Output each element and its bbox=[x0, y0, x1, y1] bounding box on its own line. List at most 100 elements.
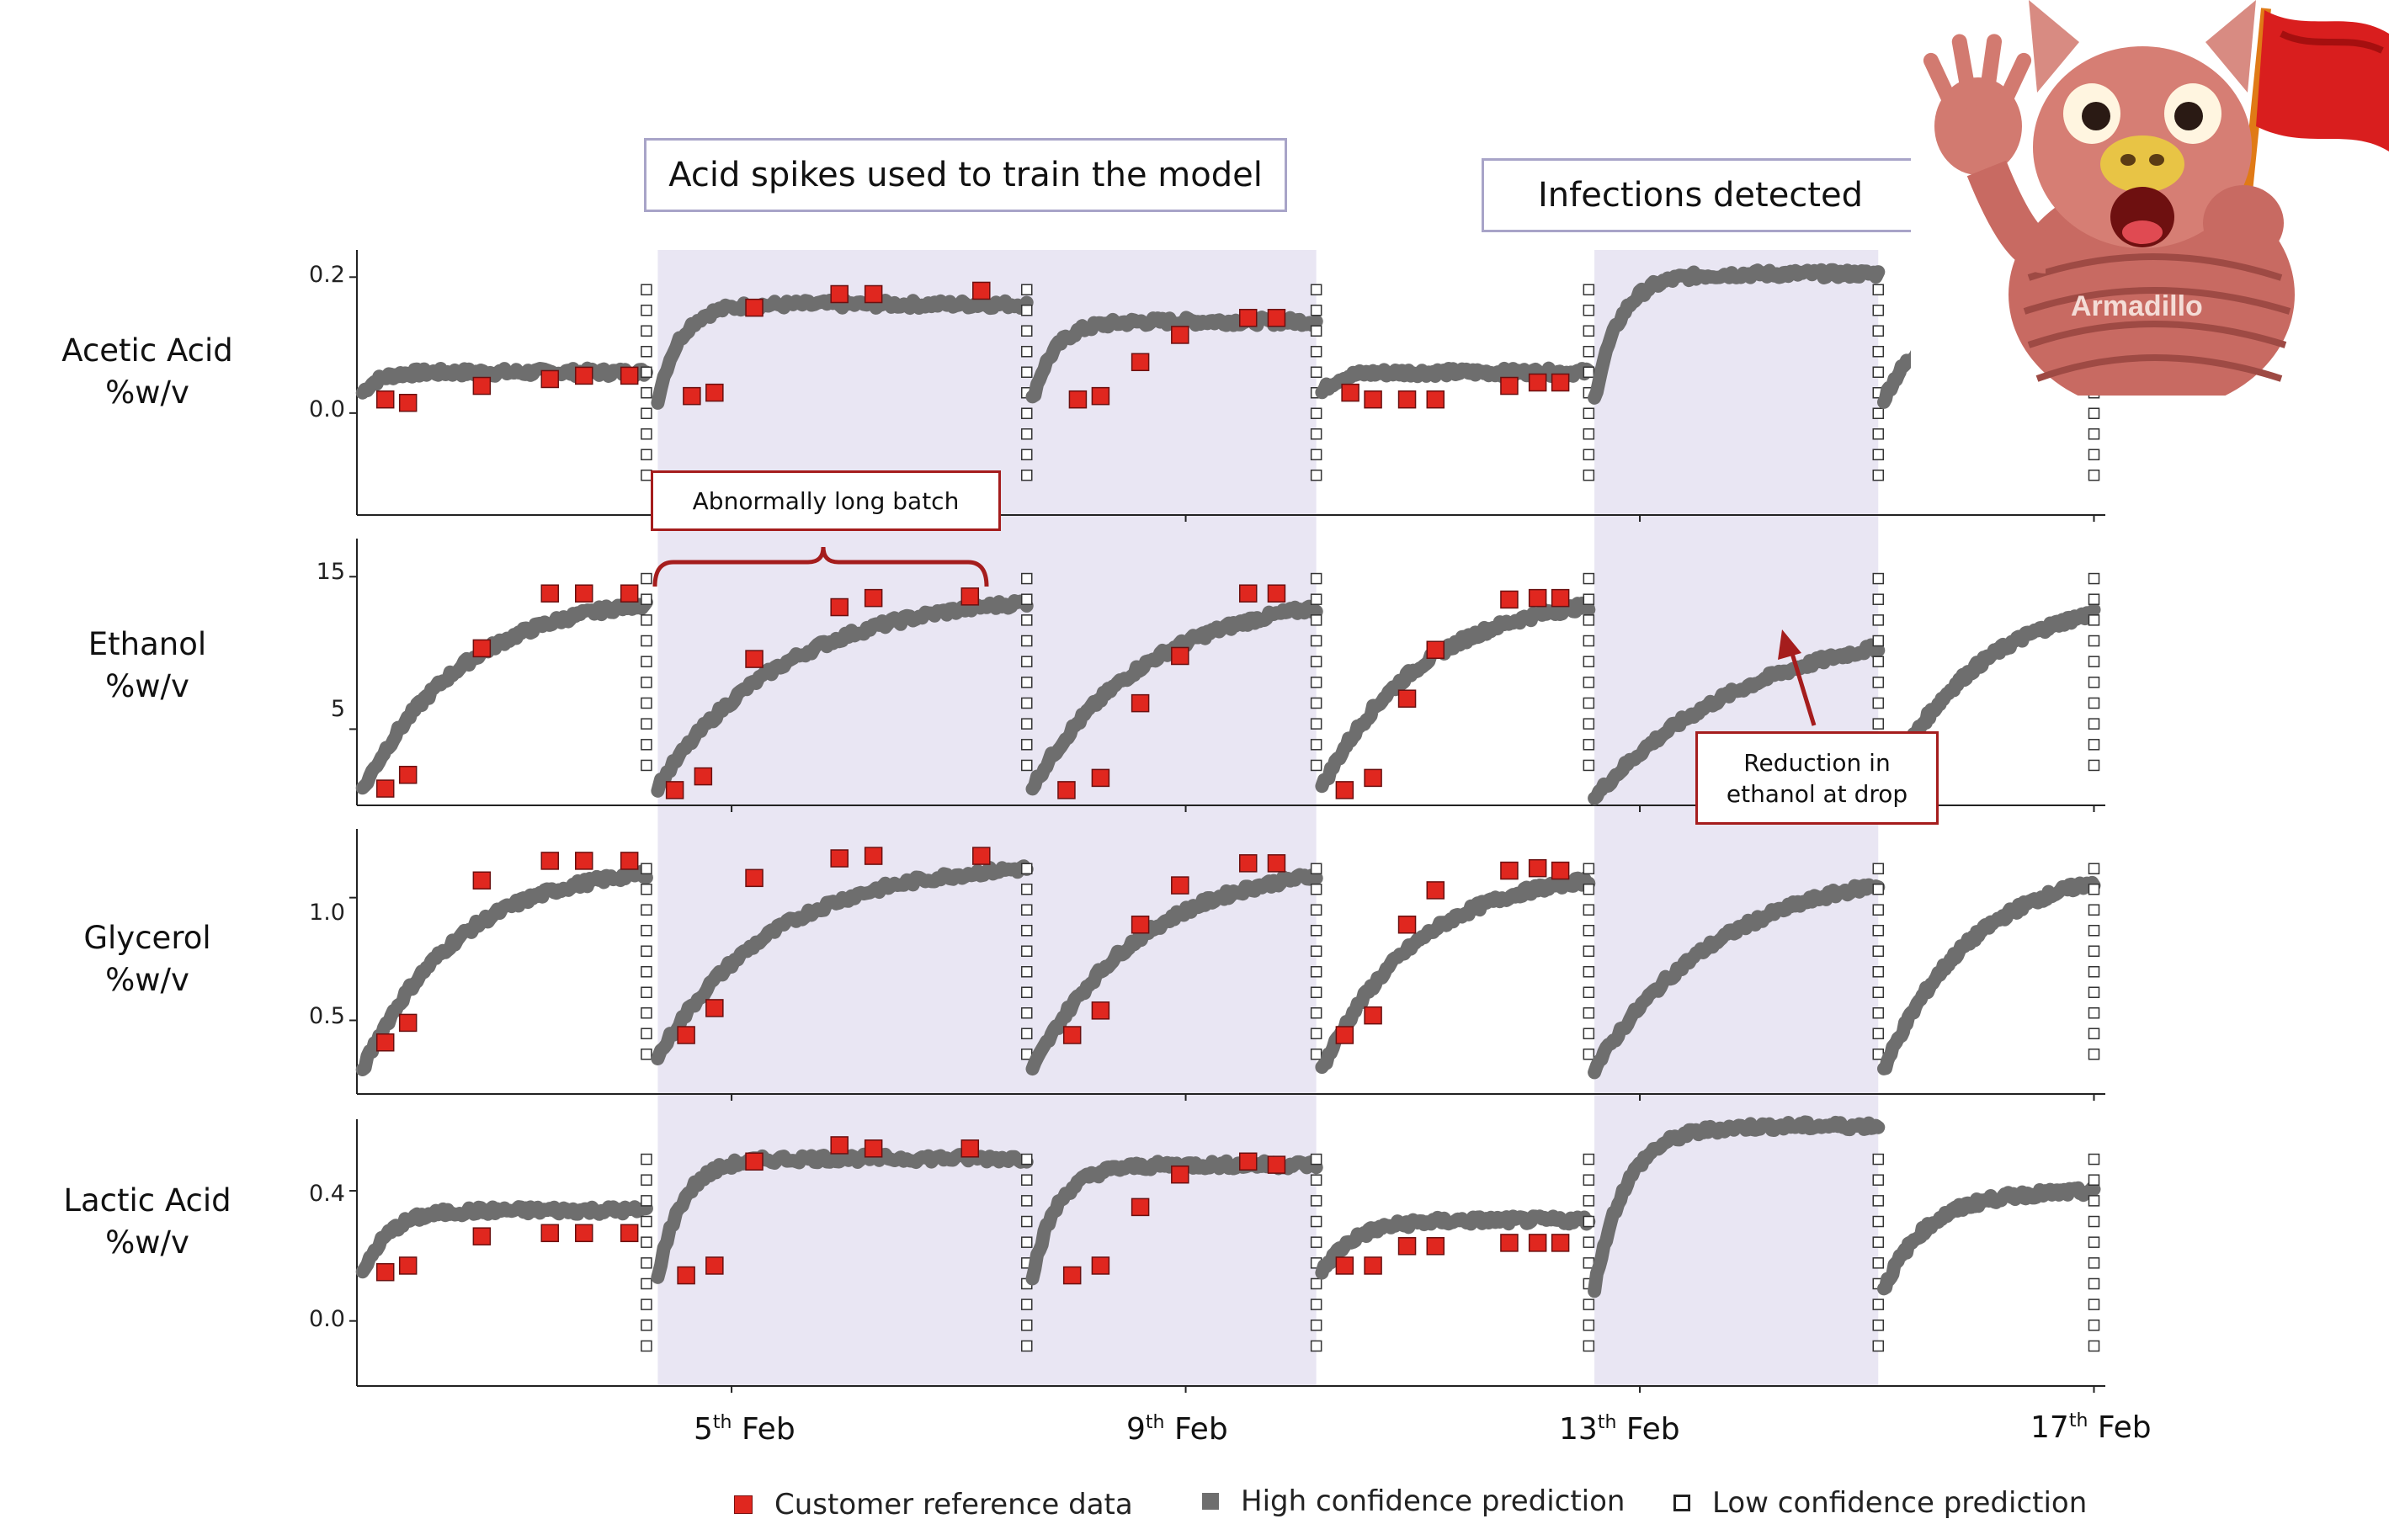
low-confidence-point bbox=[2088, 1174, 2100, 1186]
prediction-trace bbox=[1877, 875, 2101, 1075]
reference-point bbox=[1397, 916, 1417, 934]
low-confidence-point bbox=[1020, 614, 1033, 626]
low-confidence-point bbox=[2088, 1298, 2100, 1310]
reference-point bbox=[1267, 854, 1286, 873]
reference-point bbox=[1364, 768, 1382, 788]
reference-point bbox=[1131, 916, 1150, 934]
row-label-glycerol: Glycerol %w/v bbox=[21, 917, 274, 1001]
low-confidence-point bbox=[1583, 759, 1595, 772]
low-confidence-point bbox=[1872, 428, 1885, 440]
low-confidence-point bbox=[1583, 656, 1595, 667]
low-confidence-point bbox=[641, 449, 652, 460]
low-confidence-point bbox=[1583, 1007, 1595, 1019]
x-tick-label: 13th Feb bbox=[1559, 1412, 1680, 1447]
low-confidence-point bbox=[2088, 718, 2100, 730]
low-confidence-point bbox=[1310, 966, 1322, 978]
low-confidence-point bbox=[1310, 366, 1322, 378]
row-label-line-2: %w/v bbox=[105, 1224, 189, 1261]
reference-point bbox=[472, 1227, 492, 1245]
prediction-trace bbox=[355, 864, 653, 1076]
reference-point bbox=[1171, 1165, 1189, 1184]
reference-point bbox=[665, 781, 684, 799]
reference-point bbox=[1397, 390, 1417, 409]
low-confidence-point bbox=[2088, 739, 2100, 751]
reference-point bbox=[830, 849, 849, 868]
reduction-arrow-shaft bbox=[1788, 647, 1817, 726]
reference-point bbox=[1364, 390, 1382, 409]
low-confidence-point bbox=[2088, 904, 2100, 916]
reference-point bbox=[398, 1256, 418, 1275]
low-confidence-point bbox=[641, 428, 652, 440]
low-confidence-point bbox=[1583, 1215, 1595, 1228]
low-confidence-point bbox=[1583, 449, 1595, 460]
low-confidence-point bbox=[2088, 449, 2100, 460]
reference-point bbox=[472, 376, 492, 396]
x-tick-label: 9th Feb bbox=[1126, 1412, 1228, 1447]
low-confidence-point bbox=[1872, 1257, 1885, 1269]
low-confidence-point bbox=[641, 1028, 652, 1039]
low-confidence-point bbox=[1020, 1215, 1033, 1228]
armadillo-mascot-icon: Armadillo bbox=[1911, 0, 2389, 396]
reference-point bbox=[694, 767, 713, 786]
low-confidence-point bbox=[641, 1195, 652, 1207]
low-confidence-point bbox=[2088, 966, 2100, 978]
low-confidence-point bbox=[1583, 305, 1595, 316]
low-confidence-point bbox=[1583, 572, 1595, 585]
low-confidence-point bbox=[1583, 986, 1595, 998]
svg-text:Armadillo: Armadillo bbox=[2071, 290, 2203, 322]
low-confidence-point bbox=[1020, 966, 1033, 978]
low-confidence-point bbox=[2088, 1007, 2100, 1019]
low-confidence-point bbox=[1583, 1195, 1595, 1207]
reference-point bbox=[1062, 1266, 1082, 1285]
x-tick-number: 13 bbox=[1559, 1412, 1598, 1447]
prediction-trace bbox=[651, 594, 1034, 798]
low-confidence-point bbox=[1020, 305, 1033, 316]
low-confidence-point bbox=[641, 593, 652, 605]
shaded-region bbox=[657, 250, 1317, 1386]
x-tick-month: Feb bbox=[1173, 1412, 1228, 1447]
low-confidence-point bbox=[1020, 1195, 1033, 1207]
low-confidence-point bbox=[1872, 284, 1885, 295]
low-confidence-point bbox=[1872, 366, 1885, 378]
low-confidence-point bbox=[641, 572, 652, 585]
legend-swatch-high bbox=[1202, 1493, 1219, 1510]
low-confidence-point bbox=[1872, 325, 1885, 337]
low-confidence-point bbox=[1872, 1298, 1885, 1310]
reference-point bbox=[1551, 1234, 1570, 1252]
low-confidence-point bbox=[1020, 925, 1033, 937]
low-confidence-point bbox=[2088, 470, 2100, 481]
reference-point bbox=[398, 393, 418, 412]
low-confidence-point bbox=[1872, 945, 1885, 957]
low-confidence-point bbox=[1872, 346, 1885, 358]
reduction-arrow-head bbox=[1778, 629, 1801, 660]
training-callout: Acid spikes used to train the model bbox=[644, 138, 1287, 212]
low-confidence-point bbox=[1872, 904, 1885, 916]
low-confidence-point bbox=[1020, 470, 1033, 481]
low-confidence-point bbox=[1872, 677, 1885, 688]
low-confidence-point bbox=[1310, 1277, 1322, 1290]
reference-point bbox=[375, 390, 395, 409]
y-tick-label: 15 bbox=[316, 559, 345, 585]
reference-point bbox=[745, 1152, 764, 1171]
low-confidence-point bbox=[1872, 1028, 1885, 1039]
row-label-line-1: Glycerol bbox=[83, 920, 211, 956]
reduction-line-2: ethanol at drop bbox=[1726, 779, 1908, 808]
x-tick-number: 5 bbox=[694, 1412, 713, 1447]
reference-point bbox=[620, 1224, 639, 1243]
low-confidence-point bbox=[2088, 1028, 2100, 1039]
x-tick-number: 9 bbox=[1126, 1412, 1146, 1447]
reference-point bbox=[677, 1026, 695, 1044]
armadillo-head bbox=[2029, 0, 2256, 248]
low-confidence-point bbox=[641, 1215, 652, 1228]
low-confidence-point bbox=[1020, 677, 1033, 688]
low-confidence-point bbox=[641, 1257, 652, 1269]
reference-point bbox=[1397, 1237, 1417, 1256]
low-confidence-point bbox=[1020, 1320, 1033, 1331]
low-confidence-point bbox=[641, 346, 652, 358]
legend-item-reference: Customer reference data bbox=[734, 1488, 1133, 1521]
reference-point bbox=[1238, 309, 1258, 327]
low-confidence-point bbox=[641, 863, 652, 874]
low-confidence-point bbox=[1020, 635, 1033, 647]
low-confidence-point bbox=[1583, 945, 1595, 957]
reference-point bbox=[705, 383, 724, 402]
